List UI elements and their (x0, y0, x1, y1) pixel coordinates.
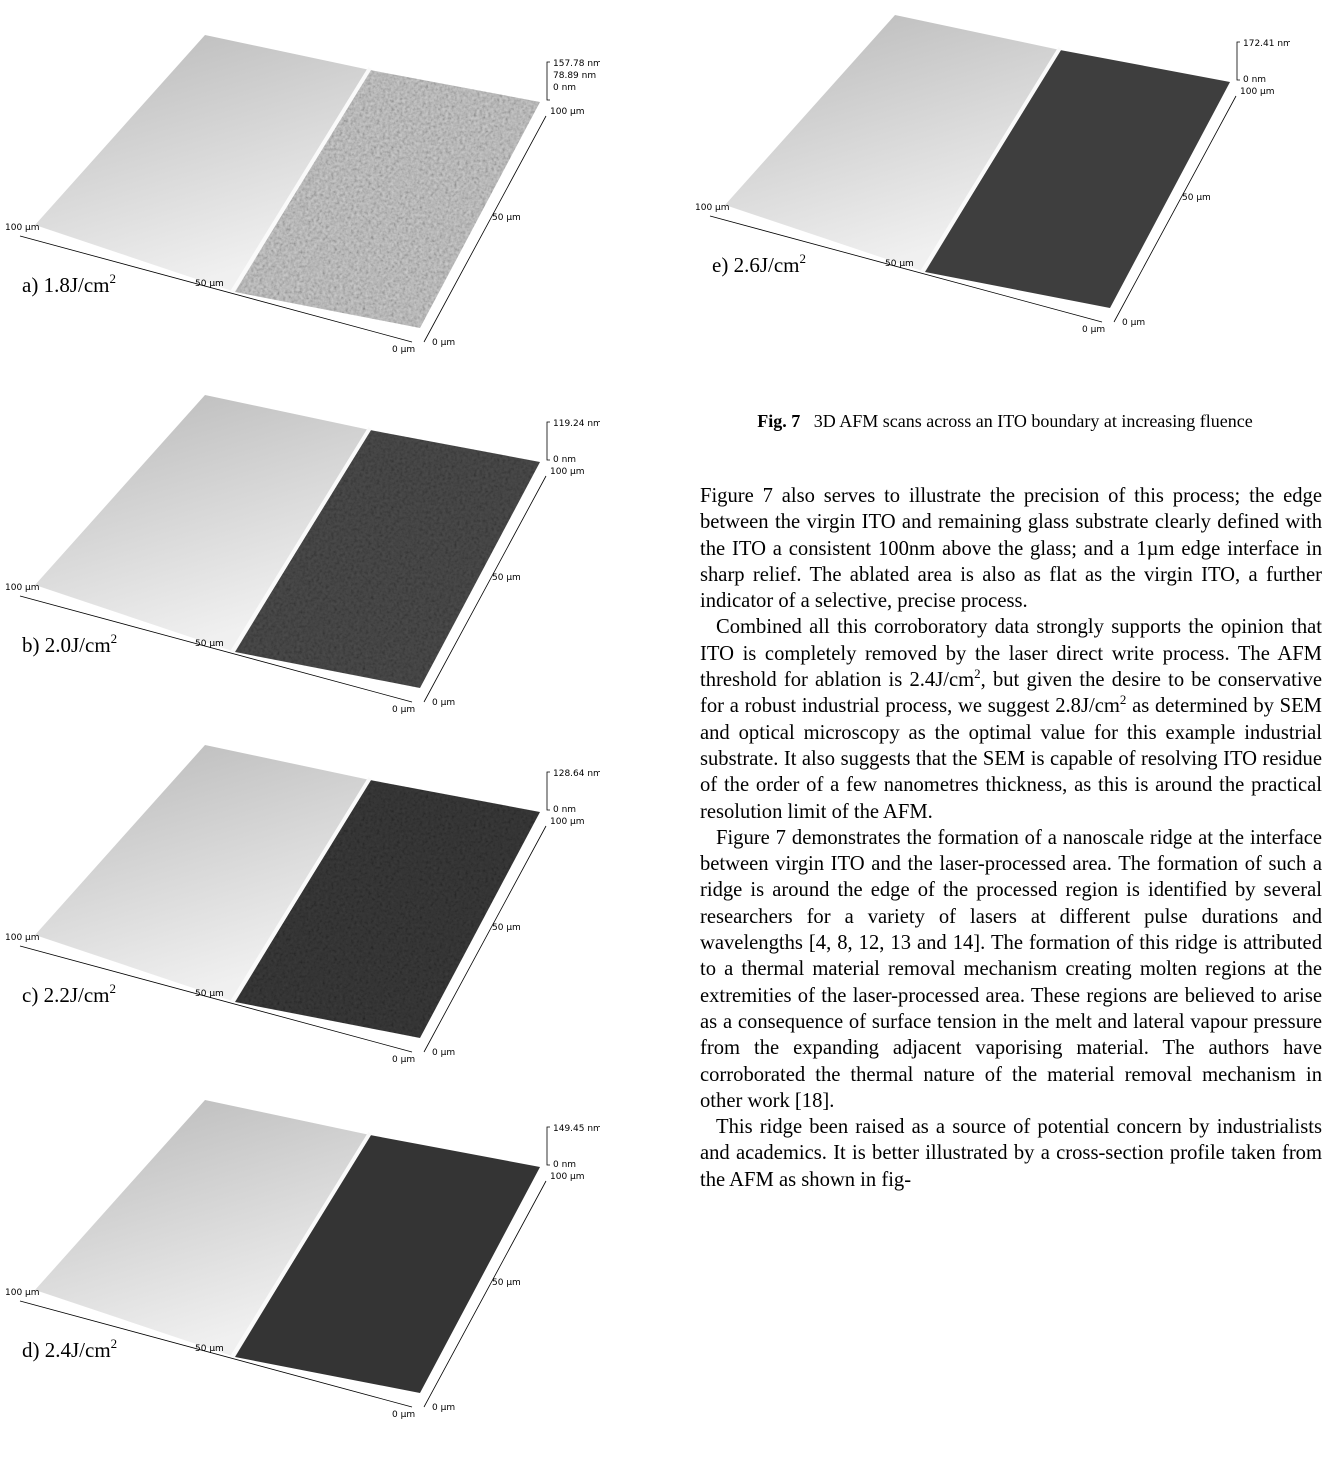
panel-label: a) 1.8J/cm2 (22, 271, 116, 297)
y-axis-top-label: 100 µm (550, 107, 585, 117)
paragraph: Combined all this corroboratory data str… (700, 614, 1322, 824)
x-axis-label: 50 µm (195, 639, 224, 649)
panel-label: c) 2.2J/cm2 (22, 981, 116, 1007)
z-axis-label: 78.89 nm (553, 71, 596, 81)
afm-panel: 100 µm 50 µm 0 µm 50 µm 0 µm 172.41 nm 0 nm 100… (690, 0, 1290, 335)
panel-label-text: d) 2.4J/cm (22, 1338, 111, 1362)
z-axis-label: 0 nm (553, 83, 576, 93)
x-axis-label: 100 µm (5, 583, 40, 593)
panel-label-sup: 2 (111, 631, 118, 646)
y-axis-label: 0 µm (432, 1048, 455, 1058)
z-axis-label: 119.24 nm (553, 419, 600, 429)
x-axis-label: 100 µm (5, 1288, 40, 1298)
z-axis-label: 0 nm (553, 1160, 576, 1170)
panel-label-sup: 2 (799, 251, 806, 266)
afm-panel: 100 µm 50 µm 0 µm 50 µm 0 µm 157.78 nm 78.89 n… (0, 20, 600, 355)
y-axis-top-label: 100 µm (1240, 87, 1275, 97)
panel-label-text: e) 2.6J/cm (712, 253, 799, 277)
afm-panel: 100 µm 50 µm 0 µm 50 µm 0 µm 119.24 nm 0 nm 100… (0, 380, 600, 715)
panel-label-text: b) 2.0J/cm (22, 633, 111, 657)
panel-label-sup: 2 (109, 981, 116, 996)
y-axis-label: 0 µm (1122, 318, 1145, 328)
x-axis-label: 100 µm (5, 223, 40, 233)
z-axis-label: 172.41 nm (1243, 39, 1290, 49)
x-axis-label: 50 µm (885, 259, 914, 269)
z-scale (547, 422, 550, 460)
text-run: This ridge been raised as a source of po… (700, 1116, 1322, 1191)
y-axis-label: 50 µm (492, 923, 521, 933)
panel-label-text: a) 1.8J/cm (22, 273, 109, 297)
text-run: Figure 7 also serves to illustrate the p… (700, 485, 1322, 612)
y-axis-label: 0 µm (432, 338, 455, 348)
x-axis-label: 0 µm (392, 345, 415, 355)
panel-label: d) 2.4J/cm2 (22, 1336, 117, 1362)
y-axis-label: 0 µm (432, 1403, 455, 1413)
paragraph: Figure 7 also serves to illustrate the p… (700, 483, 1322, 614)
x-axis-label: 100 µm (695, 203, 730, 213)
y-axis-label: 50 µm (492, 213, 521, 223)
paragraph: This ridge been raised as a source of po… (700, 1114, 1322, 1193)
y-axis-label: 0 µm (432, 698, 455, 708)
z-scale (1237, 42, 1240, 80)
z-axis-label: 128.64 nm (553, 769, 600, 779)
y-axis-top-label: 100 µm (550, 467, 585, 477)
z-axis-label: 149.45 nm (553, 1124, 600, 1134)
panel-label-text: c) 2.2J/cm (22, 983, 109, 1007)
panel-label: b) 2.0J/cm2 (22, 631, 117, 657)
z-axis-label: 0 nm (553, 455, 576, 465)
panel-label: e) 2.6J/cm2 (712, 251, 806, 277)
caption-label: Fig. 7 (757, 411, 800, 431)
caption: Fig. 7 3D AFM scans across an ITO bounda… (700, 410, 1310, 433)
x-axis-label: 0 µm (392, 1410, 415, 1420)
y-axis-top-label: 100 µm (550, 1172, 585, 1182)
afm-panel: 100 µm 50 µm 0 µm 50 µm 0 µm 128.64 nm 0 nm 100… (0, 730, 600, 1065)
x-axis-label: 0 µm (392, 705, 415, 715)
body-text: Figure 7 also serves to illustrate the p… (700, 483, 1322, 1193)
x-axis-label: 50 µm (195, 279, 224, 289)
y-axis-label: 50 µm (492, 1278, 521, 1288)
z-axis-label: 0 nm (553, 805, 576, 815)
z-scale (547, 62, 550, 100)
x-axis-label: 100 µm (5, 933, 40, 943)
caption-text: 3D AFM scans across an ITO boundary at i… (814, 411, 1253, 431)
panel-label-sup: 2 (109, 271, 116, 286)
y-axis-top-label: 100 µm (550, 817, 585, 827)
x-axis-label: 50 µm (195, 989, 224, 999)
paragraph: Figure 7 demonstrates the formation of a… (700, 825, 1322, 1114)
page: 100 µm 50 µm 0 µm 50 µm 0 µm 157.78 nm 78.89 n… (0, 0, 1323, 1481)
x-axis-label: 0 µm (392, 1055, 415, 1065)
panel-label-sup: 2 (111, 1336, 118, 1351)
afm-panel: 100 µm 50 µm 0 µm 50 µm 0 µm 149.45 nm 0 nm 100… (0, 1085, 600, 1420)
y-axis-label: 50 µm (492, 573, 521, 583)
text-run: Figure 7 demonstrates the formation of a… (700, 827, 1322, 1112)
z-axis-label: 157.78 nm (553, 59, 600, 69)
z-scale (547, 1127, 550, 1165)
x-axis-label: 0 µm (1082, 325, 1105, 335)
x-axis-label: 50 µm (195, 1344, 224, 1354)
y-axis-label: 50 µm (1182, 193, 1211, 203)
z-scale (547, 772, 550, 810)
z-axis-label: 0 nm (1243, 75, 1266, 85)
